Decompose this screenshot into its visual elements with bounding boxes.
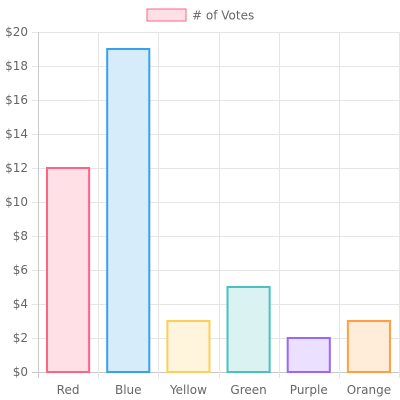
x-axis-tick-labels: Red Blue Yellow Green Purple Orange bbox=[57, 383, 391, 397]
bar-blue[interactable] bbox=[106, 48, 151, 373]
bar-yellow[interactable] bbox=[166, 320, 211, 373]
y-tick-label: $20 bbox=[5, 25, 28, 39]
y-tick-label: $14 bbox=[5, 127, 28, 141]
y-axis-tick-labels: $0 $2 $4 $6 $8 $10 $12 $14 $16 $18 $20 bbox=[5, 25, 28, 379]
y-tick-label: $2 bbox=[13, 331, 28, 345]
x-tick-label-green: Green bbox=[230, 383, 266, 397]
x-tick-label-yellow: Yellow bbox=[169, 383, 207, 397]
bar-orange[interactable] bbox=[346, 320, 391, 373]
y-tick-label: $10 bbox=[5, 195, 28, 209]
y-tick-label: $6 bbox=[13, 263, 28, 277]
legend-label-votes: # of Votes bbox=[192, 9, 254, 23]
bar-purple[interactable] bbox=[286, 337, 331, 373]
x-tick-label-red: Red bbox=[57, 383, 80, 397]
x-tick-label-blue: Blue bbox=[115, 383, 142, 397]
y-tick-label: $0 bbox=[13, 365, 28, 379]
legend-swatch bbox=[146, 8, 187, 22]
bars bbox=[46, 48, 391, 373]
y-tick-label: $18 bbox=[5, 59, 28, 73]
y-tick-label: $8 bbox=[13, 229, 28, 243]
legend[interactable]: # of Votes bbox=[146, 8, 254, 23]
y-tick-label: $12 bbox=[5, 161, 28, 175]
bar-red[interactable] bbox=[46, 167, 91, 373]
x-tick-label-orange: Orange bbox=[347, 383, 391, 397]
bar-green[interactable] bbox=[226, 286, 271, 373]
y-tick-label: $16 bbox=[5, 93, 28, 107]
x-tick-label-purple: Purple bbox=[290, 383, 328, 397]
y-tick-label: $4 bbox=[13, 297, 28, 311]
